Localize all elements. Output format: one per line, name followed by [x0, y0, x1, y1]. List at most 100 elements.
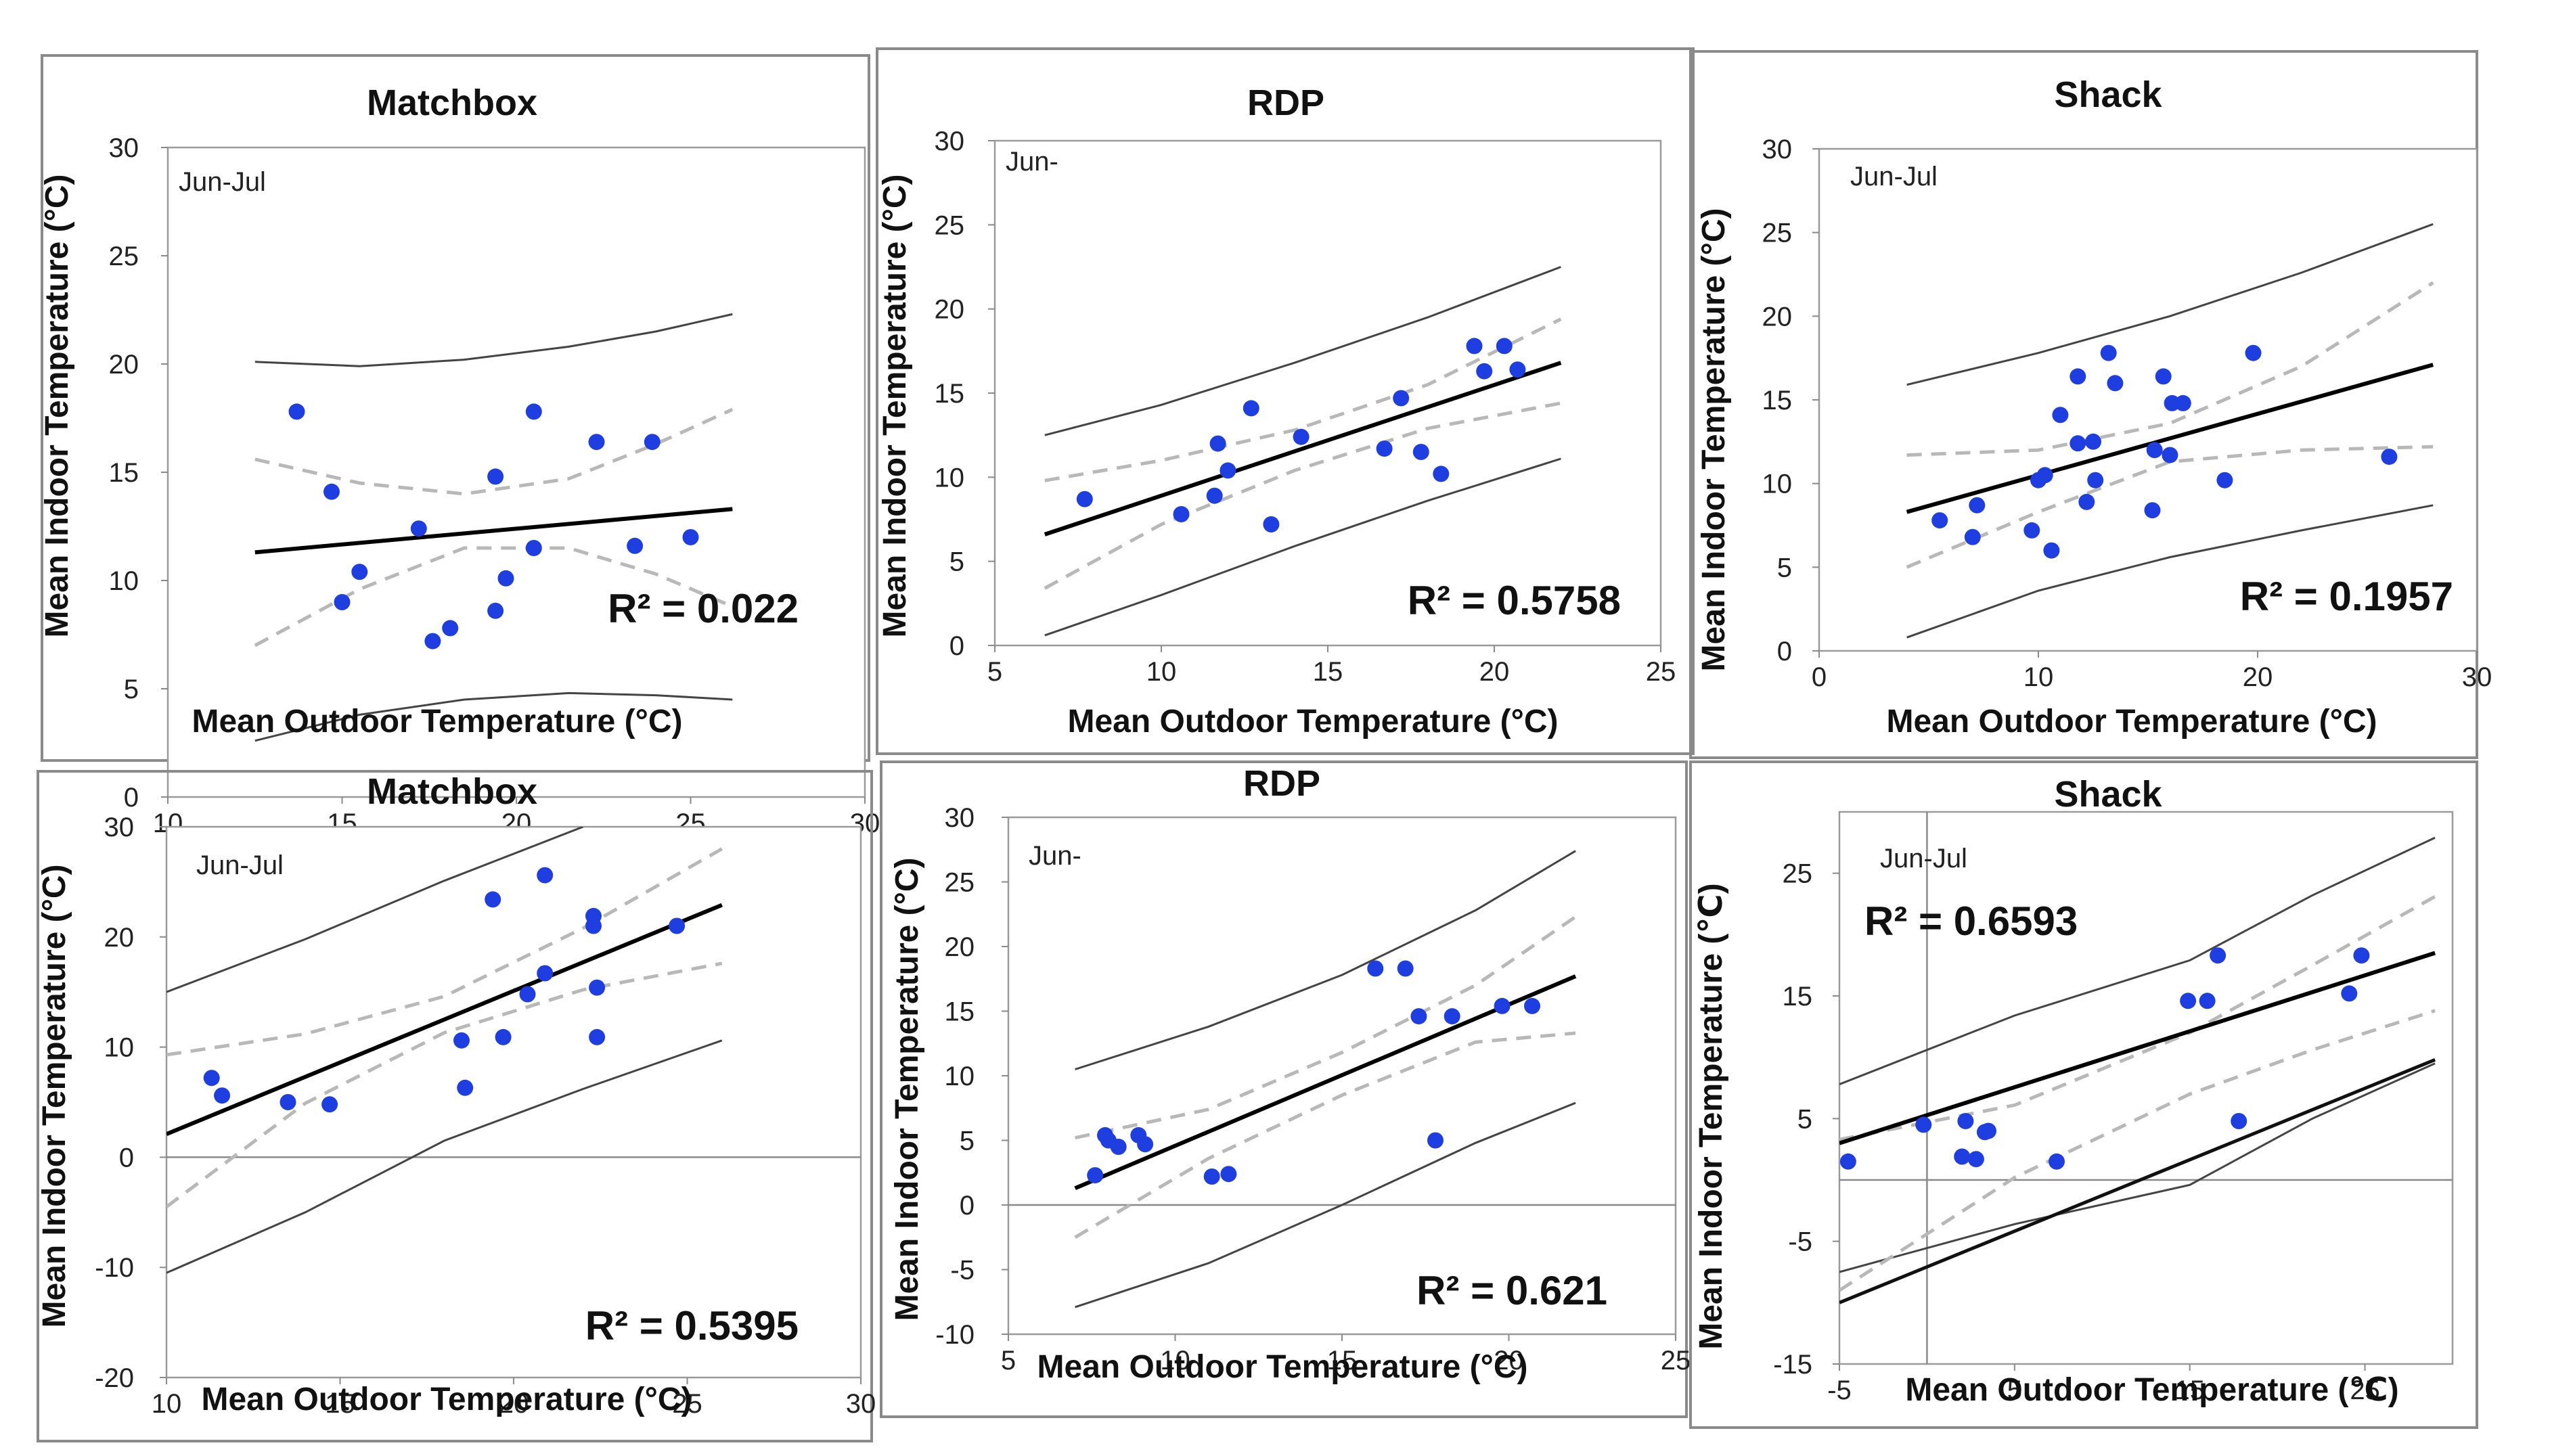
confidence-upper-line: [1044, 317, 1562, 482]
data-point: [1839, 1153, 1856, 1170]
data-point: [537, 867, 554, 884]
data-point: [519, 986, 536, 1003]
prediction-upper-line: [166, 827, 584, 993]
prediction-upper-line: [254, 313, 733, 367]
regression-line: [1044, 361, 1562, 537]
plot-content: [166, 827, 723, 1274]
x-tick-label: 30: [846, 1389, 876, 1419]
prediction-lower-line: [1839, 1062, 2436, 1273]
prediction-lower-line: [1044, 457, 1561, 637]
data-point: [334, 594, 351, 610]
r-squared-label: R² = 0.1957: [2240, 574, 2453, 619]
data-point: [537, 965, 554, 982]
x-axis-label: Mean Outdoor Temperature (°C): [192, 704, 682, 740]
chart-title: Matchbox: [367, 83, 537, 123]
data-point: [1220, 462, 1236, 479]
y-tick-label: 10: [109, 566, 139, 596]
data-point: [497, 570, 514, 587]
data-point: [1110, 1139, 1127, 1155]
x-tick-label: 30: [2462, 662, 2492, 692]
data-point: [214, 1087, 231, 1104]
data-point: [2049, 1153, 2065, 1170]
confidence-lower-line: [1839, 1009, 2436, 1292]
chart-title: Shack: [2054, 74, 2162, 115]
y-tick-label: 5: [960, 1127, 975, 1156]
y-axis-label: Mean Indoor Temperature (°C): [877, 174, 913, 637]
x-axis-label: Mean Outdoor Temperature (℃): [1905, 1372, 2398, 1408]
data-point: [495, 1028, 512, 1045]
panel-frame: [1689, 760, 2478, 1429]
y-axis-label: Mean Indoor Temperature (°C): [889, 857, 925, 1321]
period-label: Jun-: [1006, 147, 1058, 177]
y-axis-label: Mean Indoor Temperature (°C): [1696, 208, 1732, 671]
data-point: [585, 917, 602, 934]
y-tick-label: 5: [124, 675, 139, 704]
y-tick-label: -10: [935, 1320, 975, 1350]
plot-content: [1044, 266, 1562, 637]
data-point: [1509, 361, 1526, 378]
data-point: [2043, 542, 2060, 559]
chart-title: RDP: [1247, 83, 1324, 123]
data-point: [424, 633, 441, 650]
prediction-lower-line: [1906, 504, 2434, 639]
data-point: [323, 483, 340, 500]
data-point: [457, 1079, 474, 1096]
data-point: [2341, 985, 2358, 1002]
y-tick-label: 30: [945, 803, 975, 833]
x-axis-label: Mean Outdoor Temperature (°C): [1886, 704, 2377, 740]
y-tick-label: 10: [935, 463, 965, 493]
data-point: [1496, 338, 1513, 355]
data-point: [2216, 472, 2233, 488]
prediction-upper-line: [1075, 850, 1576, 1070]
plot-area: [165, 825, 862, 1379]
data-point: [1980, 1122, 1996, 1139]
x-tick-label: 10: [1146, 657, 1177, 687]
x-tick-label: 20: [2243, 662, 2273, 692]
regression-line: [1839, 951, 2436, 1145]
confidence-upper-line: [254, 407, 734, 496]
y-axis-label: Mean Indoor Temperature (°C): [39, 174, 75, 637]
data-point: [1476, 363, 1493, 380]
confidence-lower-line: [166, 961, 723, 1208]
data-point: [351, 564, 368, 581]
data-point: [1243, 400, 1259, 417]
data-point: [1293, 428, 1310, 445]
x-tick-label: 20: [499, 1389, 529, 1419]
x-tick-label: 20: [1479, 657, 1510, 687]
data-point: [2087, 472, 2104, 488]
data-point: [487, 602, 504, 619]
x-tick-label: 15: [1313, 657, 1343, 687]
plot-content: [1074, 850, 1577, 1309]
period-label: Jun-Jul: [1880, 844, 1967, 873]
lower-bold-line: [1839, 1057, 2436, 1304]
chart-panel-3: 0 5 10 15 20 25 30 0 10 20 30 Shack Jun-Jul R² = 0.19…: [1689, 50, 2492, 759]
data-point: [1915, 1116, 1932, 1133]
y-tick-label: 20: [945, 932, 975, 962]
prediction-lower-line: [166, 1039, 723, 1274]
data-point: [525, 540, 542, 556]
data-point: [1494, 997, 1511, 1014]
y-tick-label: 0: [119, 1143, 134, 1173]
y-axis-label: Mean Indoor Temperature (℃): [1693, 883, 1729, 1349]
y-tick-label: 30: [109, 133, 139, 163]
y-tick-label: -10: [95, 1253, 134, 1283]
period-label: Jun-: [1029, 841, 1081, 871]
data-point: [2100, 344, 2117, 361]
chart-title: RDP: [1243, 763, 1320, 804]
data-point: [644, 434, 661, 451]
y-tick-label: 15: [945, 997, 975, 1027]
data-point: [2052, 407, 2069, 424]
y-tick-label: 25: [109, 242, 139, 271]
prediction-upper-line: [1839, 836, 2436, 1085]
data-point: [1076, 491, 1093, 507]
y-tick-label: -5: [950, 1256, 975, 1286]
data-point: [1087, 1167, 1104, 1184]
y-tick-label: 25: [1762, 219, 1793, 248]
regression-line: [1906, 363, 2434, 514]
data-point: [669, 917, 686, 934]
x-tick-label: 25: [1661, 1346, 1691, 1375]
y-tick-label: 20: [104, 923, 135, 953]
data-point: [2381, 449, 2398, 465]
y-tick-label: 25: [935, 210, 965, 240]
